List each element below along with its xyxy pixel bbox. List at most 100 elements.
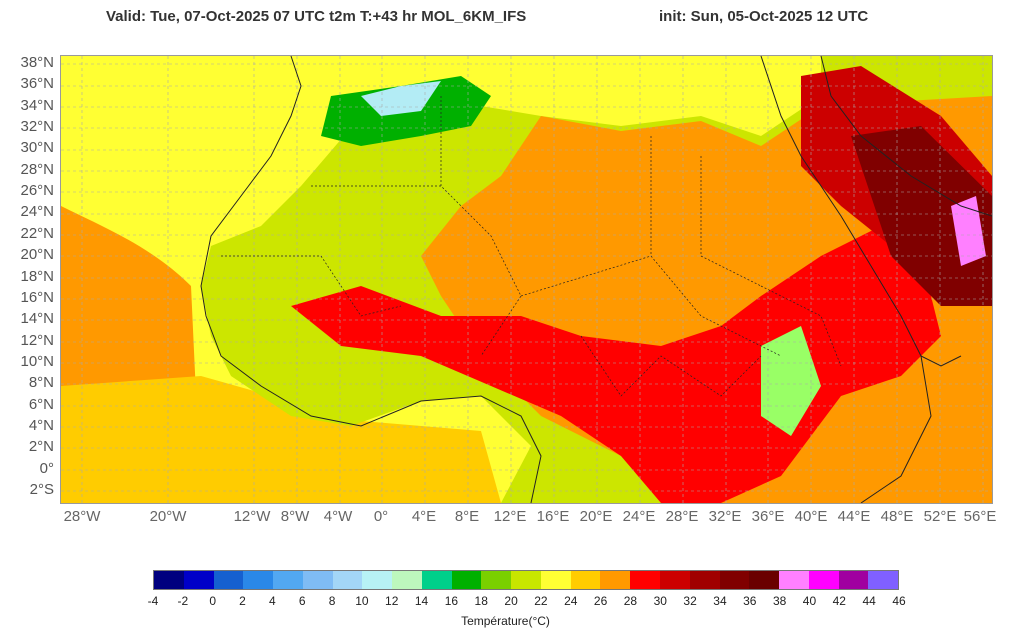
- colorbar-swatch: [243, 571, 274, 589]
- colorbar-swatch: [660, 571, 690, 589]
- colorbar-tick-label: 22: [534, 594, 548, 608]
- latitude-label: 10°N: [20, 352, 54, 370]
- colorbar-tick-label: 46: [892, 594, 906, 608]
- init-time-label: init: Sun, 05-Oct-2025 12 UTC: [659, 8, 869, 25]
- longitude-label: 4°W: [323, 508, 353, 525]
- colorbar-tick-label: 0: [209, 594, 217, 608]
- latitude-label: 0°: [39, 459, 54, 477]
- longitude-label: 20°W: [149, 508, 187, 525]
- latitude-label: 18°N: [20, 267, 54, 285]
- longitude-label: 8°W: [280, 508, 310, 525]
- temperature-map[interactable]: [60, 55, 993, 504]
- colorbar-tick-label: 6: [298, 594, 306, 608]
- latitude-label: 30°N: [20, 139, 54, 157]
- longitude-label: 8°E: [454, 508, 480, 525]
- longitude-label: 0°: [373, 508, 389, 525]
- colorbar-tick-label: 18: [474, 594, 488, 608]
- latitude-label: 36°N: [20, 75, 54, 93]
- latitude-label: 32°N: [20, 118, 54, 136]
- latitude-label: 2°N: [28, 438, 54, 456]
- latitude-label: 34°N: [20, 96, 54, 114]
- colorbar-tick-label: 32: [683, 594, 697, 608]
- colorbar-swatch: [630, 571, 661, 589]
- latitude-label: 12°N: [20, 331, 54, 349]
- longitude-label: 32°E: [708, 508, 742, 525]
- latitude-label: 26°N: [20, 182, 54, 200]
- longitude-label: 28°E: [665, 508, 699, 525]
- colorbar-swatch: [154, 571, 184, 589]
- longitude-label: 24°E: [622, 508, 656, 525]
- colorbar-swatch: [689, 571, 720, 589]
- colorbar-swatch: [451, 571, 482, 589]
- longitude-label: 28°W: [63, 508, 101, 525]
- longitude-label: 48°E: [880, 508, 914, 525]
- colorbar-swatch: [540, 571, 571, 589]
- colorbar-tick-label: 30: [653, 594, 667, 608]
- colorbar-swatch: [362, 571, 393, 589]
- empty-quarter-peak: [951, 196, 986, 266]
- colorbar-tick-label: 26: [593, 594, 608, 608]
- longitude-label: 52°E: [923, 508, 957, 525]
- gulf-of-guinea-warm: [61, 376, 501, 503]
- latitude-label: 38°N: [20, 54, 54, 71]
- latitude-label: 20°N: [20, 246, 54, 264]
- latitude-label: 4°N: [28, 416, 54, 434]
- colorbar-tick-label: 24: [564, 594, 578, 608]
- colorbar-title: Température(°C): [461, 614, 550, 628]
- colorbar-tick-label: 10: [355, 594, 369, 608]
- graticule: [61, 56, 992, 503]
- colorbar-tick-label: 2: [239, 594, 246, 608]
- latitude-label: 8°N: [28, 374, 54, 392]
- colorbar-tick-label: 16: [444, 594, 459, 608]
- colorbar-swatch: [481, 571, 512, 589]
- colorbar-tick-label: -2: [177, 594, 189, 608]
- latitude-label: 14°N: [20, 310, 54, 328]
- colorbar-tick-label: 42: [832, 594, 846, 608]
- latitude-label: 22°N: [20, 224, 54, 242]
- colorbar-swatch: [213, 571, 244, 589]
- latitude-label: 6°N: [28, 395, 54, 413]
- map-header: Valid: Tue, 07-Oct-2025 07 UTC t2m T:+43…: [0, 8, 1011, 30]
- colorbar-swatch: [183, 571, 214, 589]
- colorbar-swatch: [600, 571, 631, 589]
- colorbar-swatch: [570, 571, 601, 589]
- longitude-label: 36°E: [751, 508, 785, 525]
- latitude-label: 28°N: [20, 160, 54, 178]
- colorbar-tick-label: 4: [269, 594, 276, 608]
- valid-time-label: Valid: Tue, 07-Oct-2025 07 UTC t2m T:+43…: [106, 8, 527, 25]
- colorbar-swatch: [273, 571, 303, 589]
- colorbar-tick-label: 44: [862, 594, 876, 608]
- colorbar-tick-label: 36: [743, 594, 757, 608]
- longitude-label: 40°E: [794, 508, 828, 525]
- colorbar-tick-label: 40: [802, 594, 817, 608]
- colorbar-swatch: [868, 571, 899, 589]
- colorbar-swatch: [392, 571, 422, 589]
- colorbar-tick-label: 20: [504, 594, 518, 608]
- colorbar-tick-label: -4: [147, 594, 159, 608]
- longitude-label: 12°W: [233, 508, 271, 525]
- colorbar-swatch: [749, 571, 780, 589]
- sahel-very-hot-zone: [291, 226, 941, 503]
- colorbar-swatch: [302, 571, 333, 589]
- longitude-label: 20°E: [579, 508, 613, 525]
- latitude-label: 24°N: [20, 203, 54, 221]
- longitude-label: 56°E: [963, 508, 997, 525]
- map-canvas: [61, 56, 992, 503]
- colorbar-swatch: [838, 571, 869, 589]
- colorbar-swatch: [779, 571, 809, 589]
- longitude-label: 4°E: [411, 508, 437, 525]
- colorbar-swatch: [719, 571, 750, 589]
- colorbar-swatch: [421, 571, 452, 589]
- colorbar-tick-label: 38: [772, 594, 787, 608]
- colorbar-tick-label: 28: [623, 594, 638, 608]
- colorbar-tick-label: 12: [385, 594, 399, 608]
- longitude-label: 12°E: [493, 508, 527, 525]
- colorbar-tick-label: 8: [328, 594, 336, 608]
- latitude-label: 2°S: [29, 481, 54, 498]
- coastlines: [200, 56, 992, 503]
- longitude-label: 44°E: [837, 508, 871, 525]
- colorbar-tick-label: 34: [713, 594, 727, 608]
- longitude-label: 16°E: [536, 508, 570, 525]
- colorbar-swatch: [808, 571, 839, 589]
- colorbar-swatch: [332, 571, 363, 589]
